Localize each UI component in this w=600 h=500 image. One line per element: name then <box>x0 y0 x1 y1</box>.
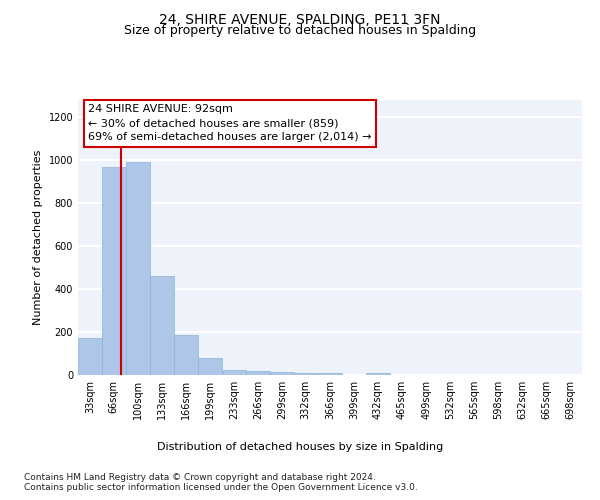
Bar <box>102 166 125 375</box>
Text: Contains public sector information licensed under the Open Government Licence v3: Contains public sector information licen… <box>24 484 418 492</box>
Bar <box>174 336 198 375</box>
Text: 24 SHIRE AVENUE: 92sqm
← 30% of detached houses are smaller (859)
69% of semi-de: 24 SHIRE AVENUE: 92sqm ← 30% of detached… <box>88 104 371 142</box>
Bar <box>247 371 270 375</box>
Bar <box>294 373 317 375</box>
Bar <box>270 372 294 375</box>
Bar <box>151 276 174 375</box>
Bar <box>223 370 246 375</box>
Text: Distribution of detached houses by size in Spalding: Distribution of detached houses by size … <box>157 442 443 452</box>
Bar <box>78 338 102 375</box>
Text: Contains HM Land Registry data © Crown copyright and database right 2024.: Contains HM Land Registry data © Crown c… <box>24 472 376 482</box>
Text: 24, SHIRE AVENUE, SPALDING, PE11 3FN: 24, SHIRE AVENUE, SPALDING, PE11 3FN <box>159 12 441 26</box>
Bar <box>319 373 342 375</box>
Y-axis label: Number of detached properties: Number of detached properties <box>33 150 43 325</box>
Bar <box>198 358 221 375</box>
Bar <box>127 162 150 375</box>
Bar <box>366 373 390 375</box>
Text: Size of property relative to detached houses in Spalding: Size of property relative to detached ho… <box>124 24 476 37</box>
